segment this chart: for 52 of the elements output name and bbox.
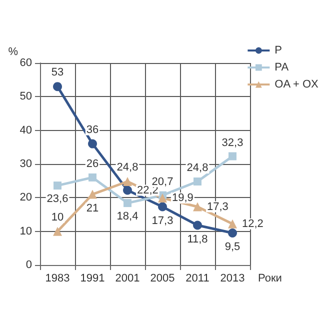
point: [193, 220, 202, 230]
y-tick-label: 30: [20, 158, 32, 170]
data-label: 12,2: [242, 218, 264, 230]
point: [124, 199, 132, 208]
point: [228, 219, 237, 228]
data-label: 17,3: [207, 200, 228, 213]
data-label: 18,4: [116, 210, 138, 223]
point: [53, 226, 62, 236]
y-axis-title: %: [8, 46, 18, 58]
data-label: 11,8: [187, 233, 208, 246]
point: [53, 82, 62, 92]
point: [123, 177, 132, 186]
y-tick-label: 50: [20, 90, 32, 103]
x-tick-label: 2013: [220, 272, 245, 284]
point: [158, 202, 167, 212]
data-label: 23,6: [46, 193, 68, 206]
data-label: 20,7: [152, 176, 174, 188]
data-label: 26: [86, 158, 99, 170]
point: [228, 228, 237, 238]
x-tick-label: 1983: [45, 272, 70, 284]
legend-label: PA: [274, 62, 290, 74]
point: [88, 190, 97, 199]
point: [54, 182, 62, 190]
legend-label: OA + OX: [274, 78, 320, 90]
point: [228, 152, 236, 160]
y-tick-label: 60: [20, 57, 32, 69]
data-label: 19,9: [172, 192, 194, 204]
point: [193, 202, 202, 212]
data-label: 9,5: [224, 241, 240, 254]
legend-label: P: [274, 44, 282, 56]
point: [123, 186, 132, 195]
point: [88, 173, 96, 182]
point: [88, 139, 97, 148]
point: [194, 178, 202, 186]
data-label: 32,3: [222, 136, 244, 149]
data-label: 24,8: [186, 162, 208, 174]
x-tick-label: 1991: [80, 272, 105, 284]
x-tick-label: 2011: [186, 272, 210, 284]
data-label: 21: [86, 202, 99, 214]
y-tick-label: 0: [26, 259, 32, 271]
data-label: 24,8: [116, 162, 138, 174]
x-tick-label: 2005: [150, 272, 175, 284]
point: [158, 194, 167, 203]
data-label: 10: [51, 211, 64, 224]
y-tick-label: 10: [20, 225, 32, 238]
x-tick-label: 2001: [115, 272, 140, 284]
data-label: 36: [86, 124, 99, 136]
y-tick-label: 40: [20, 124, 32, 136]
x-axis-title: Роки: [258, 272, 282, 284]
y-tick-label: 20: [20, 192, 32, 204]
data-label: 53: [51, 66, 64, 79]
data-label: 17,3: [152, 214, 174, 227]
